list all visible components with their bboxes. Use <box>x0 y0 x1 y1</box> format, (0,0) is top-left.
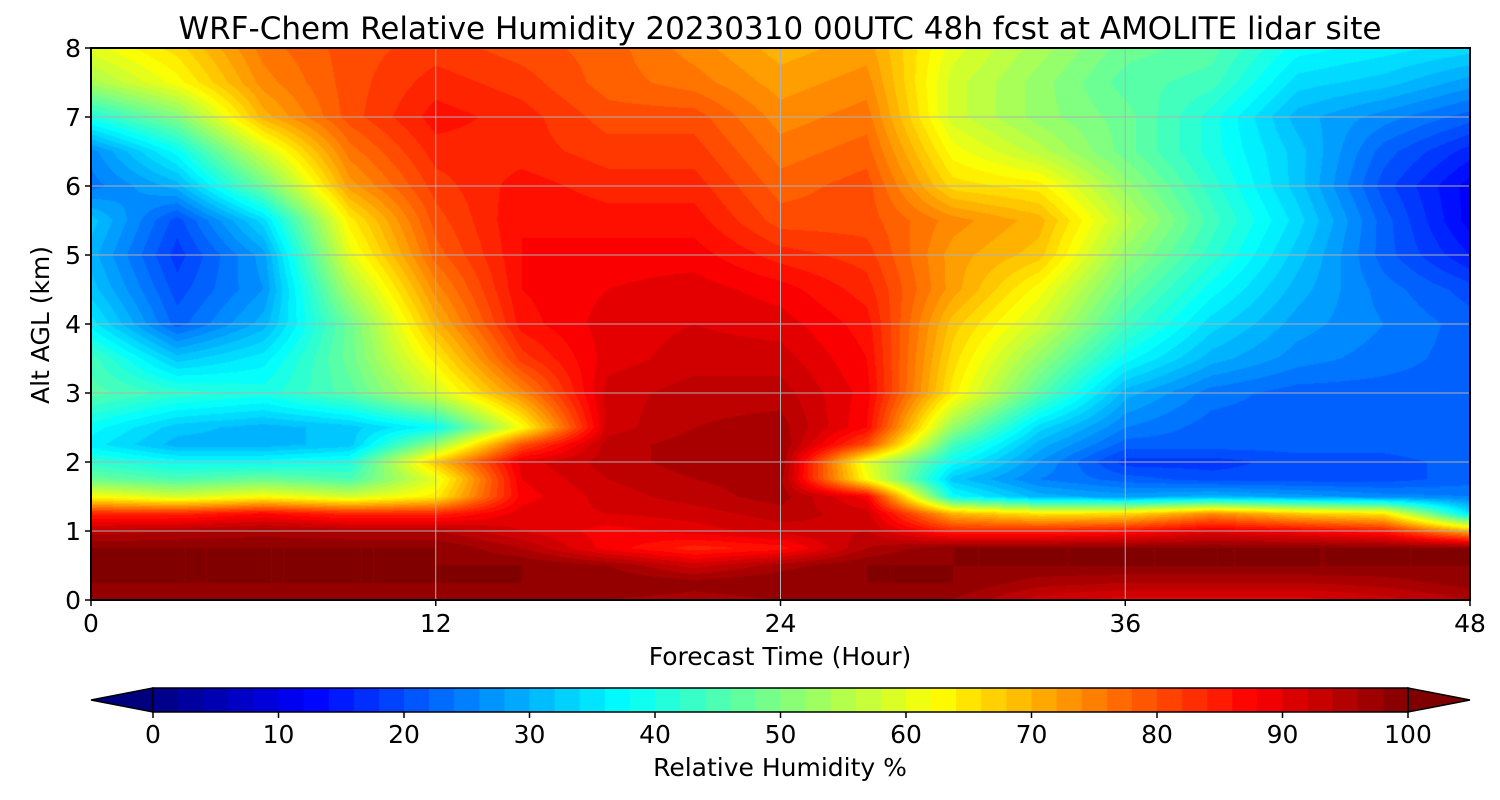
y-axis-ticks: 0 1 2 3 4 5 6 7 8 <box>65 34 91 615</box>
colorbar-segment <box>1232 688 1258 712</box>
x-axis-ticks: 0 12 24 36 48 <box>83 600 1486 638</box>
colorbar-under-arrow <box>90 687 154 713</box>
colorbar-segment <box>680 688 706 712</box>
colorbar-segment <box>604 688 631 712</box>
y-tick-label: 0 <box>65 586 81 615</box>
y-tick-label: 8 <box>65 34 81 63</box>
colorbar-segment <box>1131 688 1158 712</box>
y-tick-label: 3 <box>65 379 81 408</box>
x-tick-label: 24 <box>765 609 797 638</box>
grid-lines <box>91 48 1470 600</box>
y-tick-label: 6 <box>65 172 81 201</box>
y-tick-label: 4 <box>65 310 81 339</box>
colorbar-segment <box>554 688 581 712</box>
colorbar-segment <box>1056 688 1083 712</box>
colorbar-segment <box>855 688 882 712</box>
colorbar-tick-label: 100 <box>1384 720 1432 749</box>
colorbar-segment <box>353 688 380 712</box>
colorbar-tick-label: 0 <box>145 720 161 749</box>
colorbar-segment <box>479 688 505 712</box>
colorbar-segment <box>153 688 179 712</box>
colorbar: 0 10 20 30 40 50 60 70 80 90 100 Relative Humidity… <box>90 687 1471 782</box>
colorbar-tick-label: 30 <box>514 720 546 749</box>
colorbar-tick-label: 40 <box>639 720 671 749</box>
colorbar-segment <box>830 688 857 712</box>
colorbar-segment <box>228 688 254 712</box>
colorbar-segment <box>504 688 531 712</box>
colorbar-tick-label: 70 <box>1016 720 1048 749</box>
colorbar-segment <box>629 688 656 712</box>
colorbar-segment <box>303 688 330 712</box>
colorbar-tick-label: 90 <box>1267 720 1299 749</box>
y-tick-label: 7 <box>65 103 81 132</box>
colorbar-segment <box>253 688 280 712</box>
y-tick-label: 1 <box>65 517 81 546</box>
colorbar-segment <box>956 688 982 712</box>
colorbar-segment <box>730 688 756 712</box>
colorbar-segment <box>1382 688 1409 712</box>
colorbar-segment <box>203 688 229 712</box>
colorbar-segment <box>429 688 455 712</box>
colorbar-segment <box>1307 688 1334 712</box>
colorbar-segment <box>1182 688 1208 712</box>
colorbar-segment <box>981 688 1007 712</box>
colorbar-tick-label: 80 <box>1141 720 1173 749</box>
colorbar-segment <box>1257 688 1284 712</box>
colorbar-segment <box>705 688 731 712</box>
colorbar-ticks: 0 10 20 30 40 50 60 70 80 90 100 <box>145 712 1432 749</box>
colorbar-segment <box>1031 688 1058 712</box>
colorbar-segment <box>529 688 556 712</box>
colorbar-over-arrow <box>1407 687 1471 713</box>
colorbar-segment <box>1081 688 1108 712</box>
x-tick-label: 0 <box>83 609 99 638</box>
colorbar-segment <box>579 688 606 712</box>
colorbar-segment <box>931 688 957 712</box>
colorbar-label: Relative Humidity % <box>653 753 907 782</box>
colorbar-segment <box>178 688 204 712</box>
x-axis-label: Forecast Time (Hour) <box>649 642 912 671</box>
colorbar-tick-label: 50 <box>765 720 797 749</box>
colorbar-segment <box>1207 688 1233 712</box>
colorbar-tick-label: 20 <box>388 720 420 749</box>
colorbar-segment <box>1357 688 1384 712</box>
colorbar-segment <box>906 688 932 712</box>
chart-title: WRF-Chem Relative Humidity 20230310 00UT… <box>178 11 1381 47</box>
colorbar-segment <box>805 688 832 712</box>
colorbar-segments <box>153 688 1409 712</box>
colorbar-tick-label: 10 <box>263 720 295 749</box>
colorbar-segment <box>1332 688 1359 712</box>
colorbar-tick-label: 60 <box>890 720 922 749</box>
colorbar-segment <box>404 688 430 712</box>
colorbar-segment <box>780 688 807 712</box>
colorbar-segment <box>655 688 681 712</box>
x-tick-label: 48 <box>1454 609 1486 638</box>
y-tick-label: 5 <box>65 241 81 270</box>
colorbar-segment <box>880 688 907 712</box>
colorbar-segment <box>328 688 355 712</box>
colorbar-segment <box>1157 688 1183 712</box>
y-tick-label: 2 <box>65 448 81 477</box>
colorbar-segment <box>1006 688 1033 712</box>
x-tick-label: 12 <box>420 609 452 638</box>
colorbar-segment <box>278 688 305 712</box>
colorbar-segment <box>378 688 405 712</box>
colorbar-segment <box>755 688 782 712</box>
colorbar-segment <box>454 688 480 712</box>
colorbar-segment <box>1282 688 1309 712</box>
x-tick-label: 36 <box>1109 609 1141 638</box>
colorbar-segment <box>1106 688 1133 712</box>
y-axis-label: Alt AGL (km) <box>26 246 55 404</box>
